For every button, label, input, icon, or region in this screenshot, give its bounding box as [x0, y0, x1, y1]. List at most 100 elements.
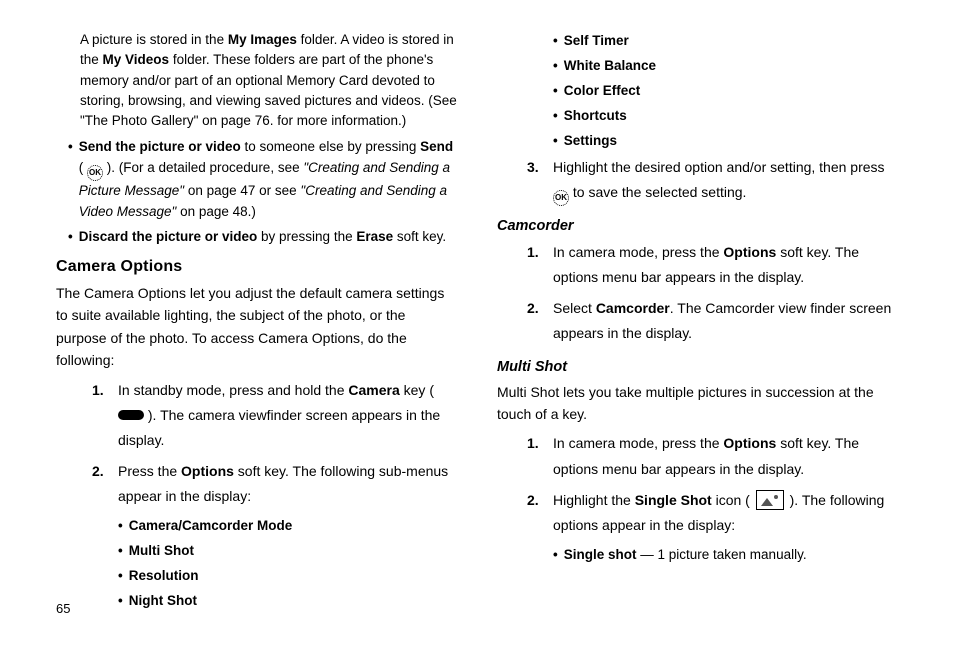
submenu-label: Shortcuts — [564, 105, 627, 128]
bullet-dot: • — [553, 544, 564, 567]
multishot-step-1: 1. In camera mode, press the Options sof… — [527, 431, 898, 481]
bold: Options — [723, 435, 776, 451]
bold: Send the picture or video — [79, 139, 241, 154]
bold: Options — [723, 244, 776, 260]
bullet-text: Send the picture or video to someone els… — [79, 137, 457, 223]
submenu-label: Resolution — [129, 565, 199, 588]
bullet-discard: • Discard the picture or video by pressi… — [68, 227, 457, 248]
submenu-label: Self Timer — [564, 30, 629, 53]
submenu-label: Multi Shot — [129, 540, 194, 563]
submenu-item: •Resolution — [118, 565, 457, 588]
step-text: Press the Options soft key. The followin… — [118, 459, 457, 509]
step-3: 3. Highlight the desired option and/or s… — [527, 155, 898, 206]
camera-key-icon — [118, 410, 144, 420]
page-content: A picture is stored in the My Images fol… — [0, 0, 954, 645]
text: Select — [553, 300, 596, 316]
step-number: 2. — [92, 459, 118, 509]
text: ( — [79, 160, 87, 175]
text: on page 47 or see — [184, 183, 300, 198]
bullet-dot: • — [118, 590, 129, 613]
step-number: 1. — [527, 240, 553, 290]
step-text: In camera mode, press the Options soft k… — [553, 240, 898, 290]
text: — 1 picture taken manually. — [637, 547, 807, 562]
text: Highlight the — [553, 492, 635, 508]
camcorder-step-1: 1. In camera mode, press the Options sof… — [527, 240, 898, 290]
step-number: 2. — [527, 488, 553, 538]
step-text: In standby mode, press and hold the Came… — [118, 378, 457, 454]
bullet-text: Discard the picture or video by pressing… — [79, 227, 457, 248]
option-text: Single shot — 1 picture taken manually. — [564, 544, 807, 567]
submenu-item: •Self Timer — [553, 30, 898, 53]
left-column: A picture is stored in the My Images fol… — [56, 30, 457, 615]
step-number: 3. — [527, 155, 553, 206]
step-number: 1. — [527, 431, 553, 481]
bullet-dot: • — [118, 565, 129, 588]
bold: Options — [181, 463, 234, 479]
multishot-intro: Multi Shot lets you take multiple pictur… — [497, 381, 898, 426]
text: Press the — [118, 463, 181, 479]
text: ). The camera viewfinder screen appears … — [118, 407, 440, 448]
ok-icon: OK — [87, 165, 103, 181]
heading-camera-options: Camera Options — [56, 258, 457, 276]
step-text: Highlight the Single Shot icon ( ). The … — [553, 488, 898, 538]
step-number: 1. — [92, 378, 118, 454]
submenu-label: Color Effect — [564, 80, 641, 103]
bold: Discard the picture or video — [79, 229, 258, 244]
submenu-label: Night Shot — [129, 590, 197, 613]
submenu-item: •Color Effect — [553, 80, 898, 103]
text: soft key. — [393, 229, 446, 244]
step-text: In camera mode, press the Options soft k… — [553, 431, 898, 481]
text: ). (For a detailed procedure, see — [103, 160, 303, 175]
heading-multishot: Multi Shot — [497, 359, 898, 375]
bold: My Images — [228, 32, 297, 47]
bullet-dot: • — [553, 105, 564, 128]
intro-paragraph: A picture is stored in the My Images fol… — [80, 30, 457, 131]
camera-options-intro: The Camera Options let you adjust the de… — [56, 282, 457, 372]
submenu-item: •Shortcuts — [553, 105, 898, 128]
bullet-dot: • — [118, 540, 129, 563]
bullet-dot: • — [68, 227, 79, 248]
bold: Erase — [356, 229, 393, 244]
text: key ( — [400, 382, 434, 398]
submenu-item: •Settings — [553, 130, 898, 153]
text: to save the selected setting. — [573, 184, 747, 200]
right-column: •Self Timer •White Balance •Color Effect… — [497, 30, 898, 615]
bullet-dot: • — [553, 80, 564, 103]
bold: Camera — [348, 382, 399, 398]
step-number: 2. — [527, 296, 553, 346]
submenu-label: Camera/Camcorder Mode — [129, 515, 293, 538]
bold: Single Shot — [635, 492, 712, 508]
step-1: 1. In standby mode, press and hold the C… — [92, 378, 457, 454]
step-text: Select Camcorder. The Camcorder view fin… — [553, 296, 898, 346]
bold: Send — [420, 139, 453, 154]
submenu-label: White Balance — [564, 55, 656, 78]
bold: My Videos — [103, 52, 170, 67]
heading-camcorder: Camcorder — [497, 218, 898, 234]
text: In standby mode, press and hold the — [118, 382, 348, 398]
step-2: 2. Press the Options soft key. The follo… — [92, 459, 457, 509]
step-text: Highlight the desired option and/or sett… — [553, 155, 898, 206]
text: In camera mode, press the — [553, 244, 723, 260]
bullet-dot: • — [68, 137, 79, 223]
camcorder-step-2: 2. Select Camcorder. The Camcorder view … — [527, 296, 898, 346]
multishot-step-2: 2. Highlight the Single Shot icon ( ). T… — [527, 488, 898, 538]
bold: Single shot — [564, 547, 637, 562]
submenu-item: •Multi Shot — [118, 540, 457, 563]
bold: Camcorder — [596, 300, 670, 316]
page-number: 65 — [56, 601, 70, 616]
submenu-label: Settings — [564, 130, 617, 153]
submenu-item: •White Balance — [553, 55, 898, 78]
text: icon ( — [712, 492, 754, 508]
bullet-dot: • — [553, 30, 564, 53]
bullet-send: • Send the picture or video to someone e… — [68, 137, 457, 223]
multishot-option: • Single shot — 1 picture taken manually… — [553, 544, 898, 567]
bullet-dot: • — [553, 130, 564, 153]
bullet-dot: • — [553, 55, 564, 78]
ok-icon: OK — [553, 190, 569, 206]
submenu-item: •Night Shot — [118, 590, 457, 613]
text: to someone else by pressing — [241, 139, 420, 154]
text: on page 48.) — [176, 204, 256, 219]
text: Highlight the desired option and/or sett… — [553, 159, 885, 175]
single-shot-icon — [756, 490, 784, 510]
text: In camera mode, press the — [553, 435, 723, 451]
